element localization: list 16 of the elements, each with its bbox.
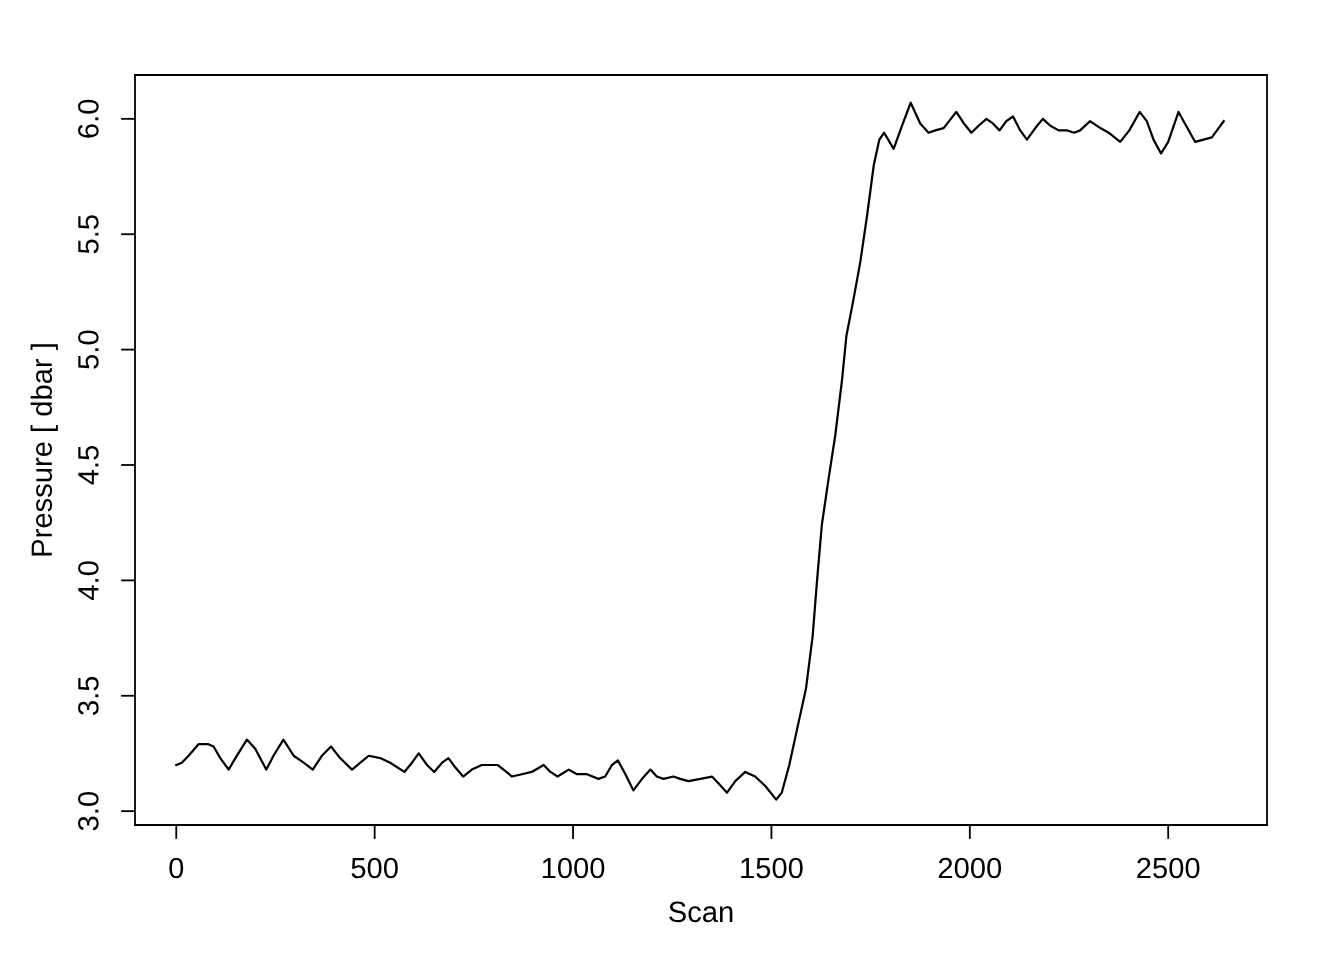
x-tick-label: 2000 (938, 857, 1002, 879)
x-tick-label: 0 (169, 857, 184, 879)
y-tick-label: 3.5 (78, 676, 99, 715)
x-axis-title: Scan (669, 901, 733, 923)
x-tick-label: 2500 (1137, 857, 1200, 879)
x-tick-label: 500 (351, 857, 398, 879)
y-tick-label: 4.5 (78, 445, 99, 485)
y-tick-label: 4.0 (78, 561, 99, 600)
x-tick-label: 1000 (542, 857, 605, 879)
y-axis-title: Pressure [ dbar ] (30, 344, 58, 556)
y-tick-label: 3.0 (78, 792, 99, 831)
y-tick-label: 6.0 (78, 99, 99, 138)
x-tick-label: 1500 (741, 857, 803, 879)
y-tick-label: 5.0 (78, 330, 99, 369)
y-tick-label: 5.5 (78, 215, 99, 254)
line-series (175, 101, 1225, 801)
